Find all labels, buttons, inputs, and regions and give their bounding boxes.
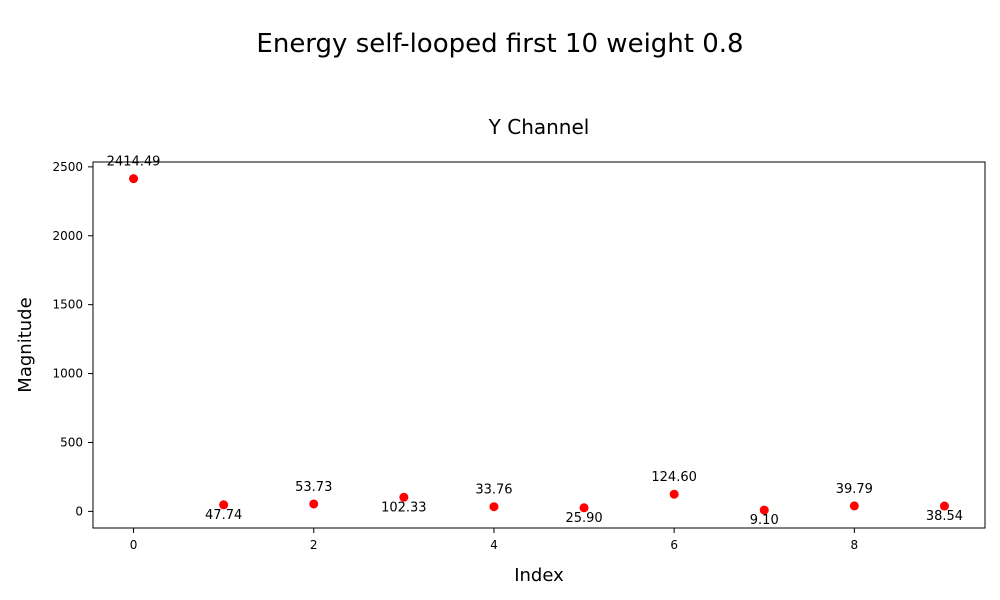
x-tick-label: 6 — [670, 538, 678, 552]
axis-ticks: 0 2 4 6 8 0 500 1000 1500 2000 2500 — [52, 160, 858, 552]
data-label: 38.54 — [926, 509, 963, 524]
data-label: 33.76 — [475, 483, 512, 498]
data-label: 47.74 — [205, 508, 242, 523]
y-tick-label: 500 — [60, 435, 83, 449]
data-label: 53.73 — [295, 480, 332, 495]
x-tick-label: 4 — [490, 538, 498, 552]
y-axis-label: Magnitude — [15, 297, 36, 392]
data-point — [129, 174, 139, 184]
figure-suptitle: Energy self-looped first 10 weight 0.8 — [256, 29, 743, 59]
data-point — [849, 501, 859, 511]
y-tick-label: 1000 — [52, 367, 83, 381]
data-points — [129, 174, 949, 515]
data-label: 25.90 — [565, 511, 602, 526]
x-axis-label: Index — [514, 565, 564, 586]
data-label: 124.60 — [651, 470, 697, 485]
data-point — [399, 492, 409, 502]
data-label: 39.79 — [836, 482, 873, 497]
data-point — [489, 502, 499, 512]
data-point — [669, 489, 679, 499]
chart-title: Y Channel — [488, 115, 590, 139]
x-tick-label: 2 — [310, 538, 318, 552]
y-tick-label: 0 — [75, 504, 83, 518]
data-label: 9.10 — [750, 513, 779, 528]
data-labels: 2414.4947.7453.73102.3333.7625.90124.609… — [107, 155, 963, 528]
data-point — [579, 503, 589, 513]
x-tick-label: 0 — [130, 538, 138, 552]
data-point — [759, 505, 769, 515]
plot-area — [92, 161, 986, 529]
y-tick-label: 1500 — [52, 298, 83, 312]
data-label: 102.33 — [381, 500, 427, 515]
data-point — [309, 499, 319, 509]
x-tick-label: 8 — [851, 538, 859, 552]
data-point — [939, 501, 949, 511]
y-tick-label: 2000 — [52, 229, 83, 243]
y-tick-label: 2500 — [52, 160, 83, 174]
data-point — [219, 500, 229, 510]
